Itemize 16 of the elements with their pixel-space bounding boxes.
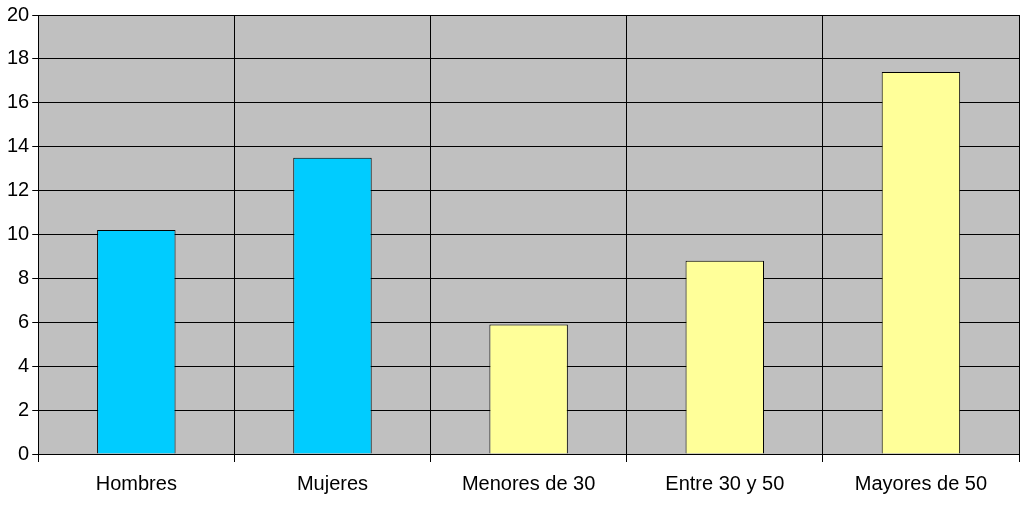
y-tick-label: 0: [18, 441, 30, 464]
y-tick-label: 14: [7, 134, 30, 157]
y-tick-label: 8: [18, 265, 30, 288]
y-tick-label: 6: [18, 309, 30, 332]
y-tick-label: 20: [7, 2, 30, 25]
x-tick-label: Hombres: [95, 471, 177, 494]
y-tick-label: 4: [18, 353, 30, 376]
y-tick-label: 12: [7, 178, 30, 201]
x-tick-label: Mayores de 50: [854, 471, 988, 494]
x-tick-label: Mujeres: [296, 471, 369, 494]
y-tick-label: 16: [7, 90, 30, 113]
y-tick-label: 18: [7, 46, 30, 69]
x-tick-label: Entre 30 y 50: [665, 471, 785, 494]
y-tick-label: 2: [18, 397, 30, 420]
x-tick-label: Menores de 30: [461, 471, 596, 494]
y-tick-label: 10: [7, 222, 30, 245]
